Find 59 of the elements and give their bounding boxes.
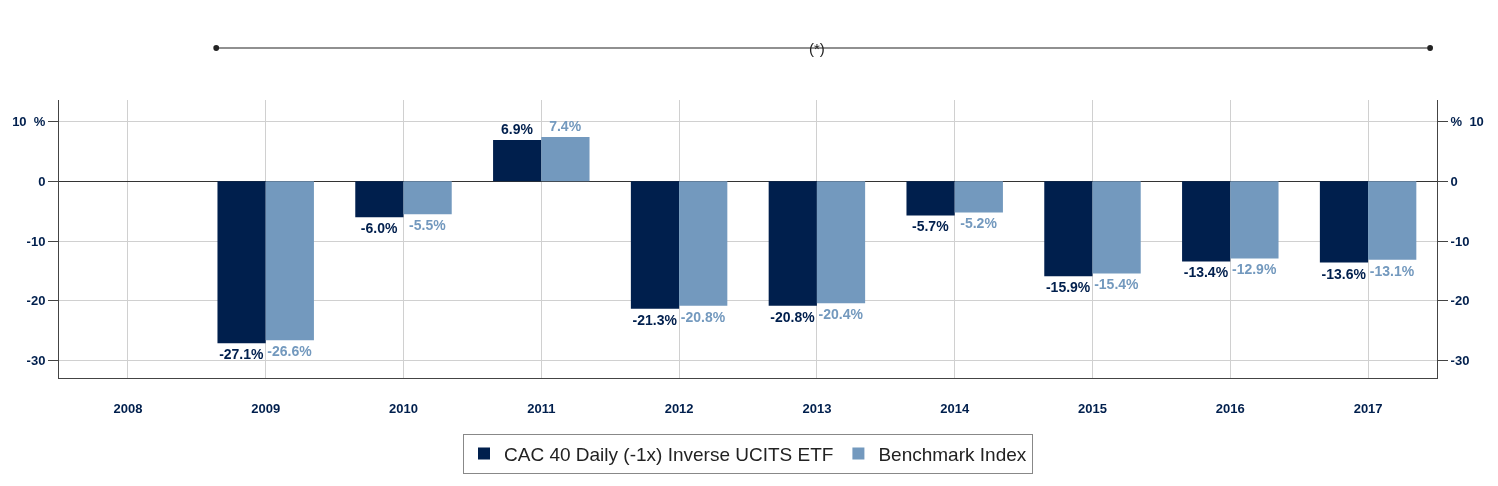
bar xyxy=(1092,181,1141,274)
bar xyxy=(816,181,866,304)
y2-tick-label: -30 xyxy=(1450,353,1470,369)
data-label: -20.4% xyxy=(818,306,864,323)
bar xyxy=(355,181,404,218)
bar xyxy=(679,181,728,306)
x-tick-label: 2014 xyxy=(940,400,970,416)
data-label: -13.6% xyxy=(1321,265,1367,282)
data-label: 7.4% xyxy=(549,118,582,135)
data-label: -12.9% xyxy=(1231,261,1277,278)
bar xyxy=(630,181,680,309)
bar xyxy=(1182,181,1231,262)
y2-tick-label: -10 xyxy=(1450,233,1470,249)
x-tick-label: 2011 xyxy=(527,400,556,416)
y-tick-label: -30 xyxy=(26,353,46,369)
text: (*) xyxy=(809,40,825,57)
data-label: 6.9% xyxy=(500,121,534,138)
data-label: -15.4% xyxy=(1094,276,1140,293)
data-label: -20.8% xyxy=(680,308,726,325)
data-label: -13.4% xyxy=(1183,264,1229,281)
y2-tick-label: % 10 xyxy=(1450,114,1484,130)
x-tick-label: 2016 xyxy=(1215,400,1245,416)
data-label: -5.7% xyxy=(912,218,950,235)
bar xyxy=(906,181,955,216)
data-label: -26.6% xyxy=(267,343,313,360)
bar xyxy=(493,140,542,182)
legend-label: Benchmark Index xyxy=(878,443,1027,465)
data-label: -15.9% xyxy=(1045,279,1091,296)
bar xyxy=(541,137,590,182)
bar xyxy=(954,181,1003,213)
bar xyxy=(265,181,314,341)
x-tick-label: 2013 xyxy=(802,400,832,416)
bar xyxy=(768,181,817,306)
bar xyxy=(1230,181,1279,259)
x-tick-label: 2017 xyxy=(1353,400,1383,416)
bar xyxy=(1368,181,1417,260)
x-tick-label: 2008 xyxy=(113,400,143,416)
legend-label: CAC 40 Daily (-1x) Inverse UCITS ETF xyxy=(504,443,834,465)
data-label: -13.1% xyxy=(1369,262,1415,279)
y-tick-label: -10 xyxy=(26,233,46,249)
data-label: -27.1% xyxy=(219,346,265,363)
x-tick-label: 2010 xyxy=(389,400,418,416)
data-label: -20.8% xyxy=(770,308,816,325)
y2-tick-label: 0 xyxy=(1450,173,1458,189)
y-tick-label: 10 % xyxy=(12,114,46,130)
x-tick-label: 2012 xyxy=(664,400,694,416)
y-tick-label: 0 xyxy=(38,173,46,189)
bar xyxy=(403,181,452,215)
data-label: -6.0% xyxy=(360,220,398,237)
y2-tick-label: -20 xyxy=(1450,293,1470,309)
data-label: -21.3% xyxy=(632,311,678,328)
x-tick-label: 2015 xyxy=(1078,400,1107,416)
data-label: -5.2% xyxy=(960,215,998,232)
data-label: -5.5% xyxy=(409,217,447,234)
bar xyxy=(217,181,266,344)
bar xyxy=(1044,181,1093,277)
bar xyxy=(1319,181,1369,263)
x-tick-label: 2009 xyxy=(251,400,281,416)
y-tick-label: -20 xyxy=(26,293,46,309)
